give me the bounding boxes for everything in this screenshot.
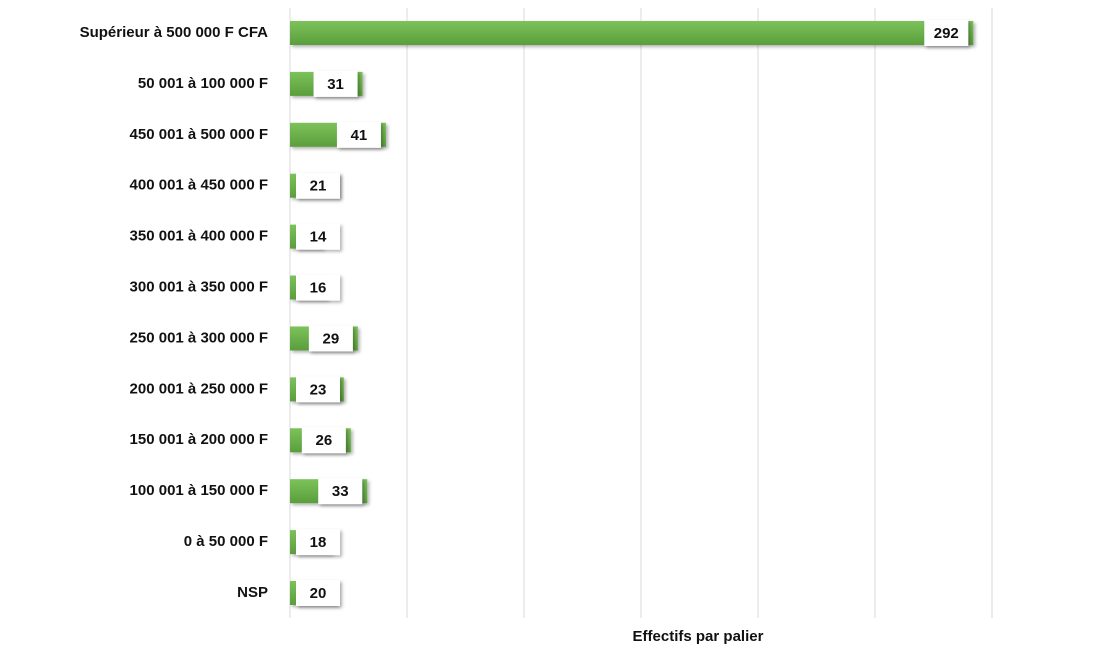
data-label: 292 xyxy=(934,25,959,42)
y-tick-label: 300 001 à 350 000 F xyxy=(130,279,268,296)
data-label: 20 xyxy=(310,585,327,602)
y-tick-label: NSP xyxy=(237,584,268,601)
data-label: 14 xyxy=(310,229,327,246)
data-label: 26 xyxy=(315,432,332,449)
y-tick-label: 100 001 à 150 000 F xyxy=(130,482,268,499)
data-label: 31 xyxy=(327,76,344,93)
data-label: 16 xyxy=(310,280,327,297)
y-tick-label: Supérieur à 500 000 F CFA xyxy=(80,24,269,41)
y-tick-label: 150 001 à 200 000 F xyxy=(130,431,268,448)
data-label: 29 xyxy=(323,330,340,347)
data-label-box xyxy=(318,478,363,505)
data-label: 41 xyxy=(351,127,368,144)
data-label-box xyxy=(296,580,340,606)
data-label-box xyxy=(336,121,381,148)
data-label-box xyxy=(296,172,340,199)
data-label-box xyxy=(296,223,340,250)
y-tick-label: 350 001 à 400 000 F xyxy=(130,228,268,245)
y-tick-label: 250 001 à 300 000 F xyxy=(130,329,268,346)
y-tick-label: 50 001 à 100 000 F xyxy=(138,75,268,92)
data-label-box xyxy=(301,427,346,454)
bar xyxy=(290,21,974,45)
y-tick-label: 200 001 à 250 000 F xyxy=(130,380,268,397)
data-label: 23 xyxy=(310,381,327,398)
data-label: 33 xyxy=(332,483,349,500)
bars: 292 31 41 21 14 16 29 23 26 33 18 20 xyxy=(290,20,974,606)
data-label-box xyxy=(296,274,340,301)
data-label-box xyxy=(924,20,969,46)
data-label-box xyxy=(296,376,340,403)
y-tick-label: 0 à 50 000 F xyxy=(184,533,268,550)
data-label: 18 xyxy=(310,534,327,551)
y-tick-label: 400 001 à 450 000 F xyxy=(130,177,268,194)
y-tick-label: 450 001 à 500 000 F xyxy=(130,126,268,143)
data-label-box xyxy=(313,70,358,97)
grid xyxy=(289,8,993,618)
x-axis-label: Effectifs par palier xyxy=(633,628,764,645)
data-label-box xyxy=(308,325,353,352)
data-label: 21 xyxy=(310,178,327,195)
data-label-box xyxy=(296,529,340,556)
